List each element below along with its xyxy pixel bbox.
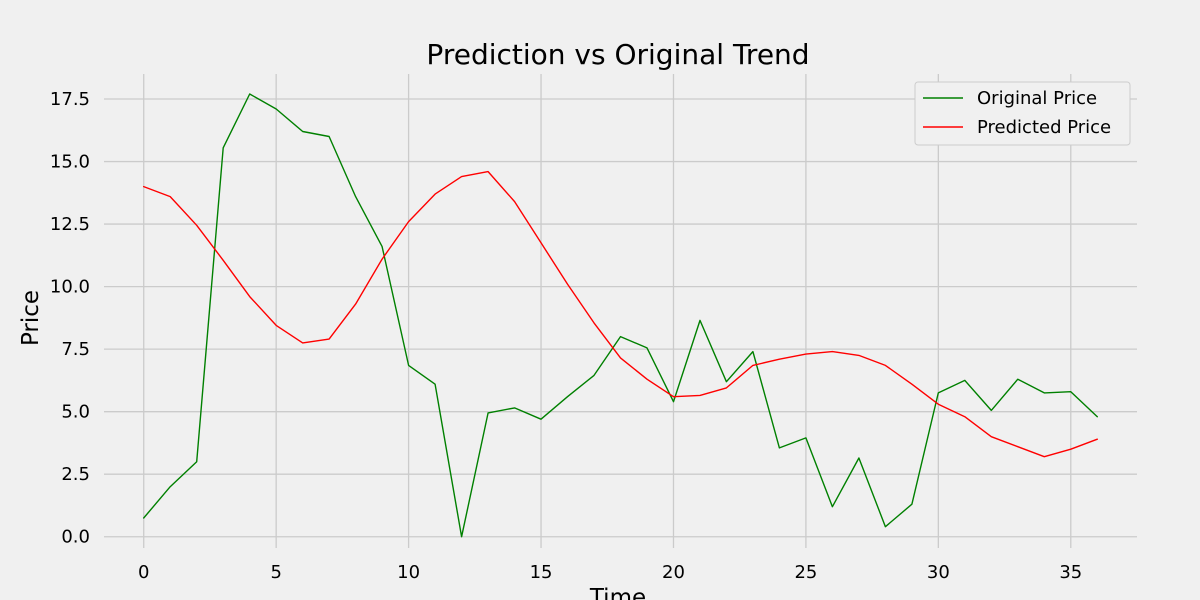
y-tick-label: 0.0 [61, 527, 90, 548]
y-tick-label: 15.0 [50, 152, 90, 173]
x-tick-label: 10 [397, 562, 420, 583]
y-tick-label: 12.5 [50, 214, 90, 235]
x-tick-label: 30 [927, 562, 950, 583]
x-axis-label: Time [589, 585, 646, 600]
y-tick-label: 17.5 [50, 89, 90, 110]
y-axis-ticks: 0.0 2.5 5.0 7.5 10.0 12.5 15.0 17.5 [50, 89, 90, 548]
x-tick-label: 25 [794, 562, 817, 583]
x-tick-label: 20 [662, 562, 685, 583]
legend-box [914, 81, 1131, 146]
chart-title: Prediction vs Original Trend [426, 38, 809, 71]
x-axis-ticks: 0 5 10 15 20 25 30 35 [138, 562, 1082, 583]
series-group [142, 93, 1099, 538]
x-tick-label: 15 [530, 562, 553, 583]
x-tick-label: 5 [270, 562, 281, 583]
legend-label-predicted-price: Predicted Price [977, 117, 1111, 138]
x-tick-label: 35 [1059, 562, 1082, 583]
legend: Original Price Predicted Price [914, 81, 1131, 146]
y-axis-label: Price [18, 290, 44, 346]
y-tick-label: 5.0 [61, 402, 90, 423]
series-line-predicted-price [142, 170, 1099, 458]
x-tick-label: 0 [138, 562, 149, 583]
legend-label-original-price: Original Price [977, 88, 1097, 109]
y-tick-label: 7.5 [61, 339, 90, 360]
y-tick-label: 10.0 [50, 277, 90, 298]
series-line-original-price [142, 93, 1099, 538]
y-tick-label: 2.5 [61, 464, 90, 485]
